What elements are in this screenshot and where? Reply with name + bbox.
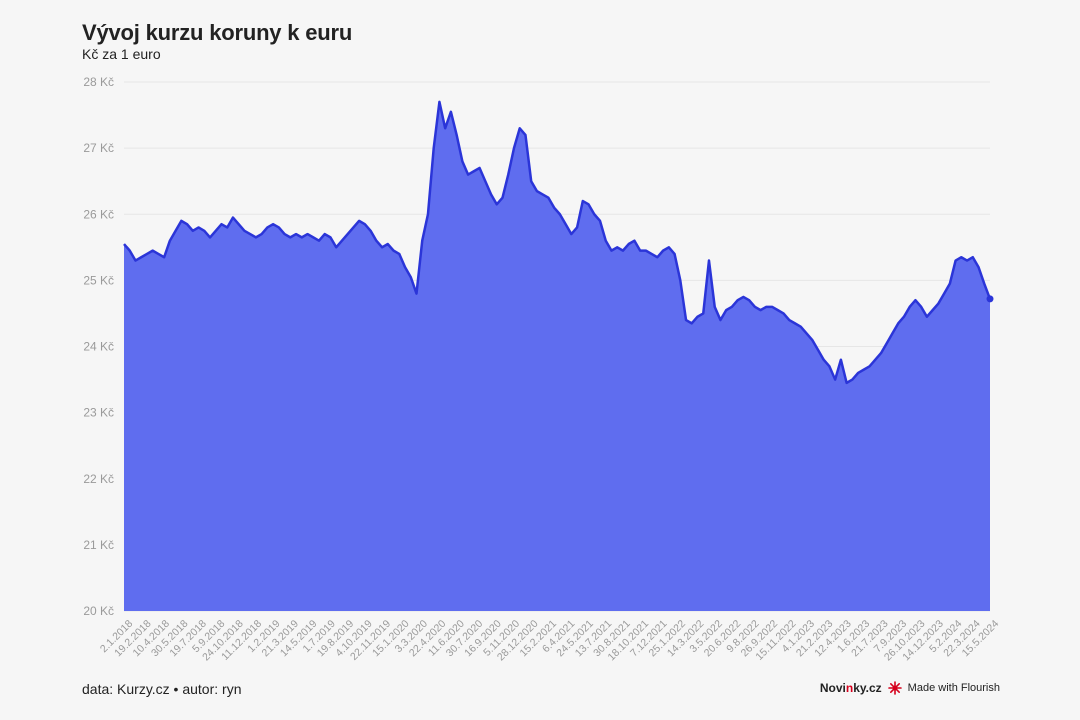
made-with-flourish-link[interactable]: Made with Flourish — [907, 682, 1000, 694]
flourish-icon — [887, 681, 902, 695]
y-tick-label: 20 Kč — [83, 604, 114, 618]
novinky-logo[interactable]: Novinky.cz — [819, 681, 882, 695]
x-axis: 2.1.201819.2.201810.4.201830.5.201819.7.… — [98, 618, 1001, 664]
y-axis: 20 Kč 21 Kč 22 Kč 23 Kč 24 Kč 25 Kč 26 Kč 27 Kč… — [83, 75, 114, 618]
y-tick-label: 23 Kč — [83, 406, 114, 420]
area-fill — [124, 101, 990, 611]
chart-title: Vývoj kurzu koruny k euru — [82, 20, 353, 45]
source-credit: data: Kurzy.cz • autor: ryn — [82, 681, 242, 697]
y-tick-label: 21 Kč — [83, 538, 114, 552]
y-tick-label: 26 Kč — [83, 207, 114, 221]
series-line — [123, 100, 992, 385]
y-tick-label: 24 Kč — [83, 340, 114, 354]
chart-subtitle: Kč za 1 euro — [82, 46, 161, 62]
footer-branding: Novinky.cz Made with Flourish — [820, 681, 1000, 695]
y-tick-label: 22 Kč — [83, 472, 114, 486]
y-tick-label: 25 Kč — [83, 273, 114, 287]
last-point-marker[interactable] — [986, 295, 994, 303]
y-tick-label: 28 Kč — [83, 75, 114, 89]
y-tick-label: 27 Kč — [83, 141, 114, 155]
plot-area — [123, 100, 994, 611]
